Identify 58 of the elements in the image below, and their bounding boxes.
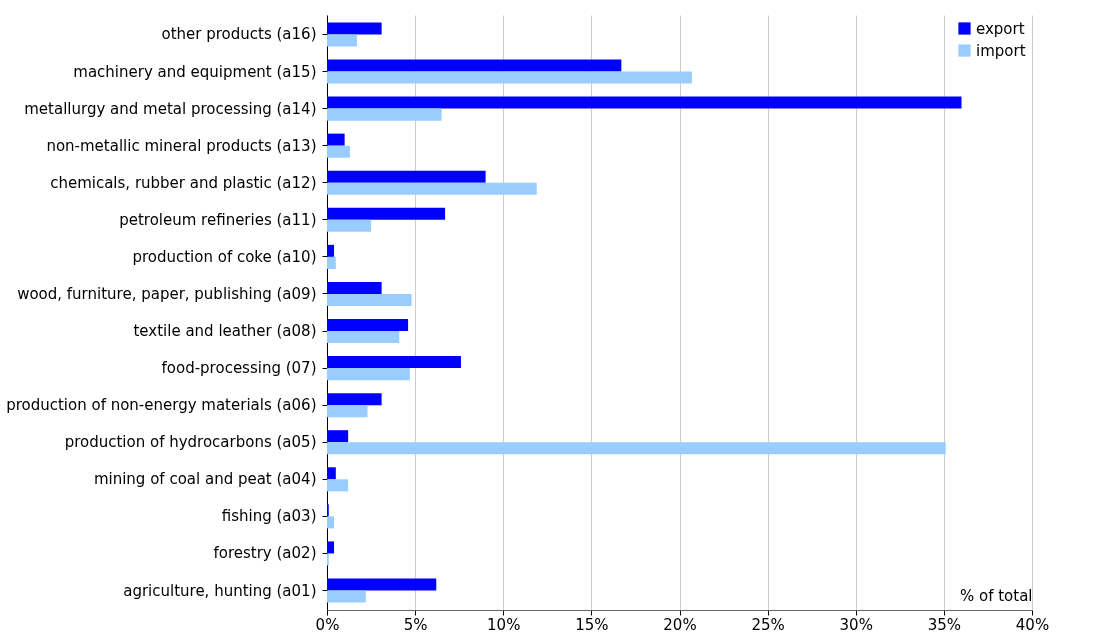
bar [327, 133, 345, 146]
bar [327, 219, 372, 232]
y-tick-label: chemicals, rubber and plastic (a12) [50, 173, 317, 192]
x-tick-label: 40% [1015, 615, 1050, 634]
bar [327, 207, 446, 220]
y-tick-label: textile and leather (a08) [133, 322, 317, 341]
y-tick-label: production of hydrocarbons (a05) [64, 433, 317, 452]
y-tick-label: petroleum refineries (a11) [119, 210, 317, 229]
bar [327, 59, 622, 72]
bar [327, 256, 336, 269]
x-tick-label: 15% [575, 615, 609, 634]
y-tick-label: non-metallic mineral products (a13) [46, 136, 317, 155]
bar [327, 318, 409, 332]
bar [327, 293, 412, 307]
y-tick-label: wood, furniture, paper, publishing (a09) [17, 284, 317, 303]
bar [327, 96, 962, 109]
y-tick-label: production of coke (a10) [132, 247, 317, 266]
bar [327, 516, 335, 529]
bar [327, 182, 537, 195]
bar [327, 578, 437, 591]
bar [327, 22, 382, 35]
x-tick-label: 30% [839, 615, 873, 634]
bar [327, 331, 400, 344]
x-tick-label: 25% [751, 615, 785, 634]
y-tick-label: metallurgy and metal processing (a14) [24, 99, 317, 118]
bar [327, 281, 382, 294]
x-tick-label: 0% [315, 615, 340, 634]
x-tick-label: 20% [663, 615, 697, 634]
bar [327, 405, 368, 418]
x-tick-label: 5% [403, 615, 428, 634]
bar [327, 430, 349, 443]
bar [327, 71, 692, 84]
bar [327, 170, 486, 183]
y-tick-label: production of non-energy materials (a06) [6, 396, 317, 415]
bar [327, 393, 382, 406]
y-tick-label: other products (a16) [161, 25, 317, 44]
y-tick-label: fishing (a03) [221, 507, 317, 526]
bar [327, 34, 357, 47]
legend-label: import [976, 41, 1026, 60]
y-tick-label: forestry (a02) [213, 544, 317, 563]
y-tick-label: machinery and equipment (a15) [73, 62, 317, 81]
legend-label: export [976, 19, 1025, 38]
bar [327, 244, 335, 257]
x-tick-label: 10% [487, 615, 521, 634]
x-axis-title: % of total [959, 586, 1033, 605]
bar [327, 479, 349, 492]
y-tick-label: agriculture, hunting (a01) [123, 581, 317, 600]
bar [327, 442, 946, 455]
bar [327, 356, 461, 369]
y-tick-label: food-processing (07) [161, 359, 317, 378]
bar [327, 467, 336, 480]
bar [327, 590, 366, 603]
bar [327, 145, 350, 158]
bar [327, 368, 410, 381]
x-tick-label: 35% [927, 615, 962, 634]
bar [327, 108, 442, 121]
y-tick-label: mining of coal and peat (a04) [93, 470, 317, 489]
bar [327, 541, 335, 554]
